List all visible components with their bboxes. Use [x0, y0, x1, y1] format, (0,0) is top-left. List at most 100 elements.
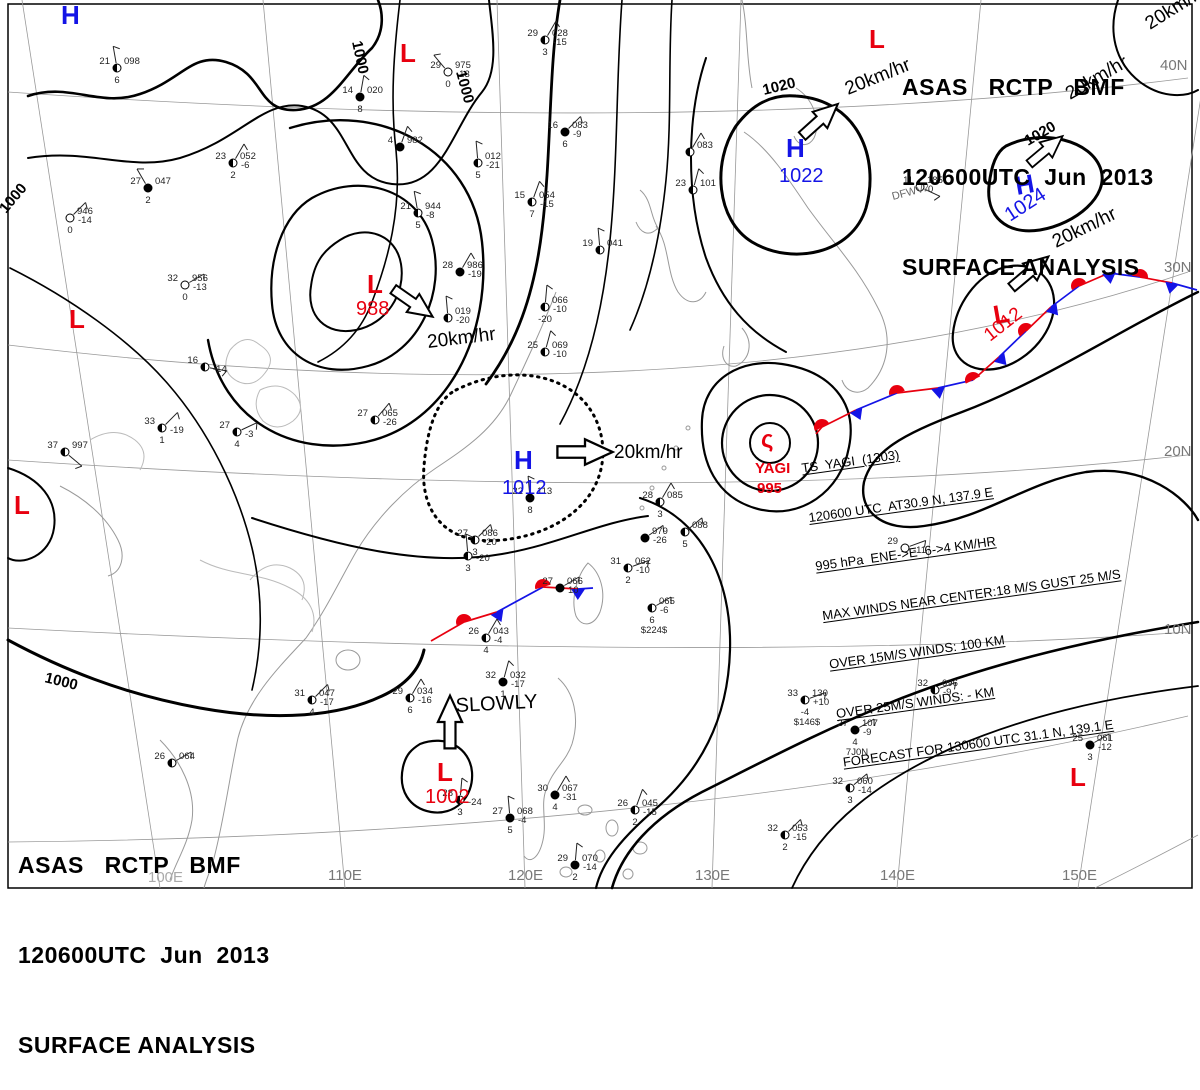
- station-low-value: 3: [465, 563, 470, 574]
- station-low-value: 4: [852, 737, 857, 748]
- speed-label: 20km/hr: [426, 324, 497, 353]
- station-circle-fill: [233, 428, 237, 436]
- wind-barb: [693, 168, 700, 186]
- station-plot: 32 032-17 1: [485, 660, 526, 700]
- station-low-value: -4: [801, 707, 809, 718]
- wind-barb: [475, 141, 479, 159]
- wind-barb: [597, 228, 601, 246]
- station-circle-fill: [406, 694, 410, 702]
- station-circle-fill: [308, 696, 312, 704]
- station-low-value: 6: [562, 139, 567, 150]
- station-temp: 26: [154, 751, 165, 762]
- cold-front-symbol: [993, 352, 1007, 366]
- warm-front-symbol: [1071, 278, 1086, 291]
- station-temp: 26: [617, 798, 628, 809]
- title-line: ASAS RCTP BMF: [18, 852, 241, 878]
- station-low-value: 5: [475, 170, 480, 181]
- station-pressure: 986: [467, 260, 483, 271]
- station-plot: 26 064: [154, 751, 195, 768]
- station-low-value: 0: [182, 292, 187, 303]
- wind-barb: [235, 143, 245, 159]
- station-low-value: 0: [445, 79, 450, 90]
- station-plot: 088 5: [680, 517, 708, 550]
- station-circle-fill: [596, 246, 600, 254]
- wind-barb-tick: [670, 482, 675, 490]
- wind-barb: [433, 54, 446, 69]
- low-center: L: [991, 298, 1012, 330]
- low-center: L: [69, 304, 85, 334]
- station-circle: [555, 583, 565, 593]
- station-dewpoint: -10: [636, 565, 650, 576]
- station-low-value: 2: [230, 170, 235, 181]
- station-pressure: 045: [642, 798, 658, 809]
- station-plot: 29 975-13 0: [430, 53, 471, 90]
- station-low-value: 6: [114, 75, 119, 86]
- lon-label: 100E: [148, 869, 183, 886]
- wind-barb: [488, 618, 498, 634]
- station-temp: 23: [215, 151, 226, 162]
- station-temp: 21: [400, 201, 411, 212]
- station-temp: 29: [557, 853, 568, 864]
- wind-barb: [544, 285, 548, 303]
- station-circle-fill: [631, 806, 635, 814]
- station-low-value: 4: [483, 645, 488, 656]
- station-pressure: 020: [367, 85, 383, 96]
- wind-barb: [564, 576, 580, 586]
- station-dewpoint: -15: [540, 199, 554, 210]
- station-dewpoint: 0: [928, 184, 933, 195]
- station-plot: 31 047-17 4: [294, 684, 335, 718]
- station-low-value: 3: [847, 795, 852, 806]
- station-low-value: 8: [527, 505, 532, 516]
- station-pressure: 062: [635, 556, 651, 567]
- wind-barb-tick: [490, 524, 493, 532]
- station-plot: 27 068-4 5: [492, 795, 533, 836]
- wind-barb: [165, 412, 178, 425]
- station-pressure: 064: [179, 751, 195, 762]
- station-remark: $224$: [641, 625, 668, 636]
- station-dewpoint: -16: [418, 695, 432, 706]
- station-plot: 26 045-15 2: [617, 789, 658, 828]
- wind-barb: [656, 596, 672, 606]
- station-dewpoint: -13: [193, 282, 207, 293]
- lon-label: 110E: [328, 867, 362, 884]
- station-circle-fill: [689, 186, 693, 194]
- station-circle: [560, 127, 570, 137]
- wind-barb: [478, 524, 491, 537]
- station-dewpoint: -19: [468, 269, 482, 280]
- station-plot: 066-10-20: [538, 284, 568, 325]
- station-circle-fill: [158, 424, 162, 432]
- isobar-label: 1000: [452, 69, 477, 106]
- station-plot: 28 085 3: [642, 482, 683, 520]
- station-temp: 28: [442, 260, 453, 271]
- wind-barb: [189, 273, 205, 283]
- high-center: H: [1013, 168, 1037, 201]
- station-plot: 29 034-16 6: [392, 678, 433, 716]
- wind-barb-tick: [255, 422, 258, 430]
- storm-info-line: OVER 15M/S WINDS: 100 KM: [828, 632, 1006, 672]
- isobar-layer: [6, 0, 1200, 890]
- station-dewpoint: -14: [213, 364, 227, 375]
- station-pressure: 047: [319, 688, 335, 699]
- wind-barb-tick: [414, 190, 421, 195]
- high-center: H: [61, 0, 80, 30]
- station-temp: 29: [430, 60, 441, 71]
- station-low-value: 3: [472, 547, 477, 558]
- speed-label: 20km/hr: [614, 442, 683, 463]
- station-dewpoint: -19: [170, 425, 184, 436]
- station-circle-fill: [781, 831, 785, 839]
- station-low-value: 4: [552, 802, 557, 813]
- wind-barb-tick: [470, 252, 475, 260]
- station-dewpoint: +10: [813, 697, 829, 708]
- wind-barb: [924, 188, 941, 197]
- station-low-value: 2: [625, 575, 630, 586]
- station-dewpoint: -14: [858, 785, 872, 796]
- station-plot: 33 -19 1: [144, 412, 184, 446]
- station-circle-fill: [471, 536, 475, 544]
- station-pressure: 083: [572, 120, 588, 131]
- station-temp: 23: [675, 178, 686, 189]
- station-pressure: 012: [485, 151, 501, 162]
- cold-front-symbol: [1165, 281, 1179, 294]
- wind-barb-tick: [539, 181, 545, 188]
- cold-front-symbol: [571, 588, 585, 600]
